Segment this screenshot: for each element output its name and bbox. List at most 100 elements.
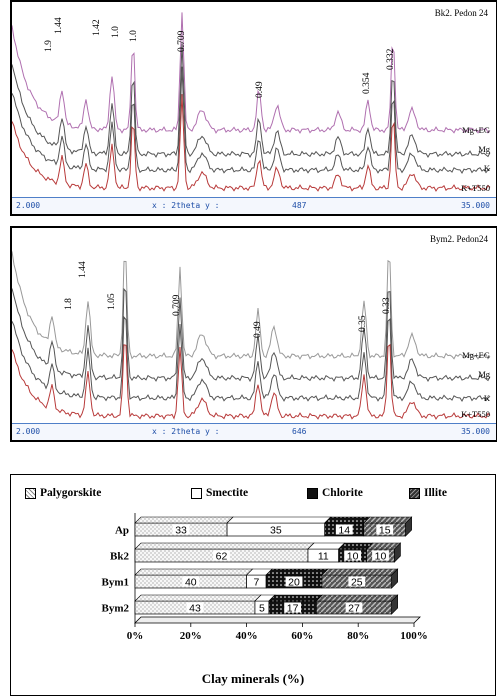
status-reading: 646 xyxy=(292,427,307,436)
peak-label: 0.49 xyxy=(253,321,263,338)
x-tick-label: 100% xyxy=(400,630,428,642)
value-label: 35 xyxy=(270,525,282,537)
value-label: 5 xyxy=(259,603,265,615)
legend-label: Chlorite xyxy=(322,487,363,499)
value-label: 11 xyxy=(318,551,329,563)
status-bar: 2.000 x : 2theta y : 487 35.000 xyxy=(12,197,496,214)
peak-label: 1.8 xyxy=(64,298,74,310)
category-label: Bym1 xyxy=(102,577,130,589)
value-label-bg xyxy=(284,602,302,613)
legend-label: Illite xyxy=(424,487,447,499)
x-tick-label: 60% xyxy=(291,630,313,642)
xrd-panel-title: Bym2. Pedon24 xyxy=(429,234,488,244)
xrd-trace-line xyxy=(12,12,491,134)
xrd-trace-line xyxy=(12,94,491,192)
peak-label: 0.354 xyxy=(362,72,372,94)
legend-item-chlorite: Chlorite xyxy=(307,487,363,499)
status-x-min: 2.000 xyxy=(16,201,41,210)
value-label-bg xyxy=(251,576,262,587)
peak-label: 0.332 xyxy=(386,48,396,70)
value-label-bg xyxy=(372,550,389,561)
value-label: 10 xyxy=(375,551,387,563)
peak-label: 0.709 xyxy=(177,30,187,52)
status-reading: 487 xyxy=(292,201,307,210)
xrd-plot-1 xyxy=(12,12,491,192)
value-label-bg xyxy=(172,524,190,535)
peak-label: 1.44 xyxy=(78,261,88,278)
legend-item-illite: Illite xyxy=(409,487,447,499)
value-label: 27 xyxy=(348,603,360,615)
xrd-trace-line xyxy=(12,66,491,174)
trace-label-k-t550: K+T550 xyxy=(461,409,490,419)
value-label: 20 xyxy=(288,577,300,589)
x-tick-label: 80% xyxy=(347,630,369,642)
value-label-bg xyxy=(314,550,332,561)
trace-label-mg-eg: Mg+EG xyxy=(462,350,490,360)
value-label: 25 xyxy=(351,577,363,589)
status-coord-label: x : 2theta y : xyxy=(152,201,220,210)
peak-label: 0.49 xyxy=(255,81,265,98)
peak-label: 0.33 xyxy=(382,297,392,314)
xrd-trace-line xyxy=(12,315,491,402)
value-label-bg xyxy=(335,524,353,535)
legend-swatch xyxy=(409,487,420,499)
value-label: 7 xyxy=(253,577,259,589)
trace-label-mg-eg: Mg+EG xyxy=(462,125,490,135)
xrd-plot-2 xyxy=(12,251,491,420)
value-label: 43 xyxy=(189,603,201,615)
peak-label: 1.9 xyxy=(44,40,54,52)
status-x-min: 2.000 xyxy=(16,427,41,436)
trace-label-mg: Mg xyxy=(478,144,490,154)
trace-label-k-t550: K+T550 xyxy=(461,183,490,193)
peak-label: 0.709 xyxy=(172,294,182,316)
category-label: Bym2 xyxy=(102,603,130,615)
trace-label-k: K xyxy=(483,163,490,173)
category-label: Bk2 xyxy=(110,551,129,563)
value-label: 33 xyxy=(175,525,187,537)
stacked-bar-plot: 0% 20% 40% 60% 80% 100% Ap 33 35 14 15 Bk2 62 11 10 10 B… xyxy=(102,513,428,642)
value-label: 40 xyxy=(185,577,197,589)
legend-item-smectite: Smectite xyxy=(191,487,248,499)
value-label-bg xyxy=(376,524,394,535)
chart-floor xyxy=(134,616,421,624)
value-label-bg xyxy=(182,576,200,587)
value-label: 14 xyxy=(338,525,350,537)
legend-swatch xyxy=(25,487,36,499)
value-label-bg xyxy=(213,550,230,561)
peak-label: 1.0 xyxy=(129,30,139,42)
status-x-max: 35.000 xyxy=(461,201,490,210)
value-label-bg xyxy=(348,576,366,587)
status-coord-label: x : 2theta y : xyxy=(152,427,220,436)
value-label-bg xyxy=(267,524,285,535)
legend-label: Palygorskite xyxy=(40,487,102,499)
clay-minerals-chart: Palygorskite Smectite Chlorite Illite 0%… xyxy=(10,474,496,696)
peak-label: 1.0 xyxy=(111,26,121,38)
xrd-panel-title: Bk2. Pedon 24 xyxy=(434,8,488,18)
value-label-bg xyxy=(285,576,303,587)
xrd-pattern-panel-2: Bym2. Pedon24 Mg+EG Mg K K+T550 1.8 1.44… xyxy=(10,226,497,442)
value-label: 10 xyxy=(347,551,359,563)
xrd-trace-line xyxy=(12,287,491,383)
legend-swatch xyxy=(191,487,202,499)
x-tick-label: 40% xyxy=(236,630,258,642)
legend-item-palygorskite: Palygorskite xyxy=(25,487,101,499)
trace-label-k: K xyxy=(483,393,490,403)
legend-swatch xyxy=(307,487,318,499)
peak-label: 0.35 xyxy=(358,315,368,332)
value-label: 15 xyxy=(379,525,391,537)
value-label-bg xyxy=(256,602,268,613)
xrd-trace-line xyxy=(12,343,491,420)
value-label: 62 xyxy=(216,551,228,563)
trace-label-mg: Mg xyxy=(478,369,490,379)
x-tick-label: 20% xyxy=(180,630,202,642)
peak-label: 1.42 xyxy=(92,19,102,36)
legend: Palygorskite Smectite Chlorite Illite xyxy=(11,487,495,503)
status-bar: 2.000 x : 2theta y : 646 35.000 xyxy=(12,423,496,440)
xrd-trace-line xyxy=(12,43,491,159)
value-label: 17 xyxy=(287,603,299,615)
legend-label: Smectite xyxy=(206,487,249,499)
peak-label: 1.44 xyxy=(54,17,64,34)
value-label-bg xyxy=(186,602,204,613)
peak-label: 1.05 xyxy=(107,293,117,310)
value-label-bg xyxy=(345,602,363,613)
